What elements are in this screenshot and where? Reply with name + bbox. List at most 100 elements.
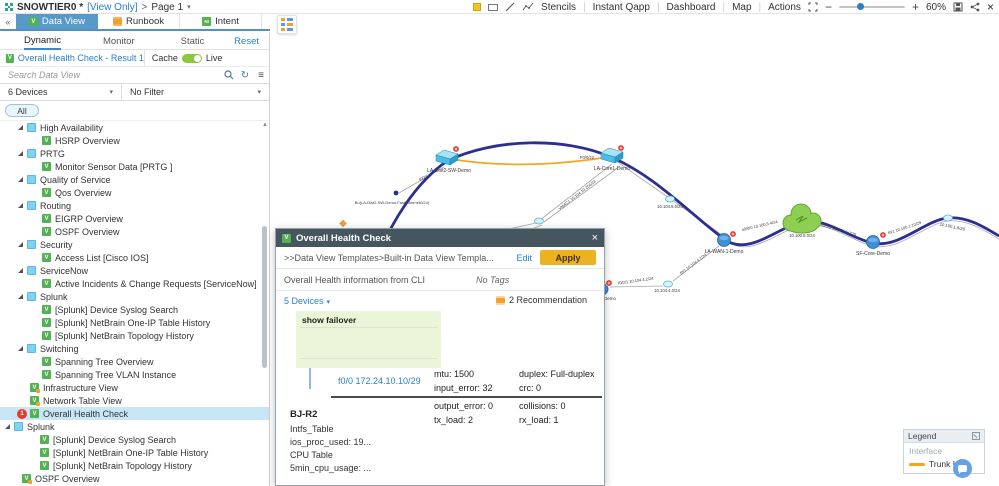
close-icon[interactable]: ×: [591, 232, 598, 244]
edit-link[interactable]: Edit: [516, 253, 532, 263]
result-link[interactable]: Overall Health Check - Result 1: [17, 53, 144, 63]
layout-toggle-button[interactable]: [277, 15, 297, 34]
tree-item[interactable]: V [Splunk] NetBrain One-IP Table History: [0, 446, 269, 459]
tree-item[interactable]: V Spanning Tree Overview: [0, 355, 269, 368]
tree-item[interactable]: V [Splunk] Device Syslog Search: [0, 303, 269, 316]
devices-dropdown[interactable]: 6 Devices ▾: [0, 84, 122, 100]
tree-item[interactable]: V Access List [Cisco IOS]: [0, 251, 269, 264]
draw-line-icon[interactable]: [505, 2, 515, 12]
tree-item[interactable]: Quality of Service: [0, 173, 269, 186]
apply-button[interactable]: Apply: [540, 250, 596, 265]
device-la-wan1[interactable]: [717, 233, 731, 247]
tree-item[interactable]: PRTG: [0, 147, 269, 160]
tree-item[interactable]: V EIGRP Overview: [0, 212, 269, 225]
zoom-slider[interactable]: [838, 3, 905, 10]
folder-icon: [27, 201, 36, 210]
tree-item[interactable]: Splunk: [0, 420, 269, 433]
fit-to-screen-icon[interactable]: [808, 2, 818, 12]
page-name[interactable]: Page 1: [151, 1, 184, 13]
draw-polyline-icon[interactable]: [522, 2, 534, 12]
menu-instant-qapp[interactable]: Instant Qapp: [592, 1, 650, 13]
tree-item[interactable]: 1 V Overall Health Check: [0, 407, 269, 420]
tree-scrollbar[interactable]: ▲: [262, 122, 268, 486]
tree-expand-caret[interactable]: [18, 125, 23, 130]
device-la-core1[interactable]: [600, 147, 624, 164]
tree-expand-caret[interactable]: [18, 242, 23, 247]
menu-stencils[interactable]: Stencils: [541, 1, 577, 13]
zoom-slider-thumb[interactable]: [856, 3, 864, 10]
tree-item[interactable]: Switching: [0, 342, 269, 355]
tab-data-view[interactable]: V Data View: [16, 14, 98, 29]
recommendation-link[interactable]: 2 Recommendation: [496, 295, 587, 305]
tree-item[interactable]: V [Splunk] Device Syslog Search: [0, 433, 269, 446]
menu-icon[interactable]: ≡: [258, 69, 264, 81]
tree-expand-caret[interactable]: [18, 268, 23, 273]
tree-expand-caret[interactable]: [18, 203, 23, 208]
cli-command-block[interactable]: show failover: [296, 311, 441, 368]
chat-button[interactable]: [953, 459, 972, 478]
tree-item[interactable]: ServiceNow: [0, 264, 269, 277]
close-map-button[interactable]: ×: [986, 0, 994, 14]
view-only-link[interactable]: [View Only]: [87, 1, 138, 13]
zoom-out-button[interactable]: −: [824, 0, 832, 14]
tree-item[interactable]: V OSPF Overview: [0, 472, 269, 485]
legend-trunk-label: Trunk Link: [929, 459, 969, 469]
cache-live-toggle[interactable]: [181, 53, 202, 63]
tree-expand-caret[interactable]: [18, 294, 23, 299]
subtab-monitor[interactable]: Monitor: [102, 35, 135, 47]
save-icon[interactable]: [953, 2, 963, 12]
refresh-icon[interactable]: ↻: [240, 69, 250, 81]
menu-actions[interactable]: Actions: [768, 1, 801, 13]
shape-rectangle-icon[interactable]: [488, 3, 499, 11]
scrollbar-thumb[interactable]: [262, 226, 267, 368]
data-view-icon: V: [282, 233, 291, 243]
tree-item[interactable]: V [Splunk] NetBrain Topology History: [0, 459, 269, 472]
tree-item[interactable]: Splunk: [0, 290, 269, 303]
tree-item[interactable]: V OSPF Overview: [0, 225, 269, 238]
device-label: SF-Core-Demo: [856, 251, 890, 257]
tree-item[interactable]: V [Splunk] NetBrain Topology History: [0, 329, 269, 342]
device-la-dist2-sw[interactable]: [435, 149, 459, 166]
device-sf-core[interactable]: [866, 235, 880, 249]
tree-expand-caret[interactable]: [5, 424, 10, 429]
tree-item[interactable]: V Qos Overview: [0, 186, 269, 199]
interface-link[interactable]: f0/0 172.24.10.10/29: [338, 376, 421, 386]
tree-expand-caret[interactable]: [18, 177, 23, 182]
tree-item[interactable]: V Spanning Tree VLAN Instance: [0, 368, 269, 381]
tree-item[interactable]: Security: [0, 238, 269, 251]
trunk-link[interactable]: [456, 157, 603, 166]
devices-expander[interactable]: 5 Devices ▾: [284, 296, 330, 306]
tree-item[interactable]: High Availability: [0, 121, 269, 134]
subtab-dynamic[interactable]: Dynamic: [24, 35, 61, 50]
tree-item[interactable]: Routing: [0, 199, 269, 212]
tree-item[interactable]: V Network Table View: [0, 394, 269, 407]
page-dropdown-icon[interactable]: ▾: [187, 4, 191, 11]
reset-link[interactable]: Reset: [234, 35, 259, 47]
cloud-node[interactable]: [782, 203, 822, 234]
share-icon[interactable]: [970, 2, 980, 12]
app-logo-icon[interactable]: [5, 3, 13, 11]
search-input[interactable]: [0, 70, 221, 80]
tab-intent[interactable]: NI Intent: [180, 14, 262, 29]
subtab-static[interactable]: Static: [180, 35, 205, 47]
all-filter-pill[interactable]: All: [5, 104, 39, 117]
tree-item[interactable]: V Monitor Sensor Data [PRTG ]: [0, 160, 269, 173]
tree-expand-caret[interactable]: [18, 151, 23, 156]
tree-item[interactable]: V HSRP Overview: [0, 134, 269, 147]
popup-header[interactable]: V Overall Health Check ×: [276, 229, 604, 247]
filter-dropdown[interactable]: No Filter ▾: [122, 84, 269, 100]
scroll-up-icon[interactable]: ▲: [262, 122, 268, 128]
collapse-panel-icon[interactable]: «: [5, 16, 11, 27]
menu-dashboard[interactable]: Dashboard: [666, 1, 716, 13]
search-icon[interactable]: [221, 70, 237, 80]
tree-expand-caret[interactable]: [18, 346, 23, 351]
tree-item[interactable]: V Infrastructure View: [0, 381, 269, 394]
tree-item[interactable]: V Active Incidents & Change Requests [Ser…: [0, 277, 269, 290]
legend-expand-icon[interactable]: [972, 432, 980, 440]
tab-runbook[interactable]: Runbook: [98, 14, 180, 29]
note-icon[interactable]: [473, 3, 482, 11]
menu-map[interactable]: Map: [732, 1, 752, 13]
zoom-in-button[interactable]: +: [911, 0, 919, 14]
dataview-icon: V: [42, 136, 51, 145]
tree-item[interactable]: V [Splunk] NetBrain One-IP Table History: [0, 316, 269, 329]
